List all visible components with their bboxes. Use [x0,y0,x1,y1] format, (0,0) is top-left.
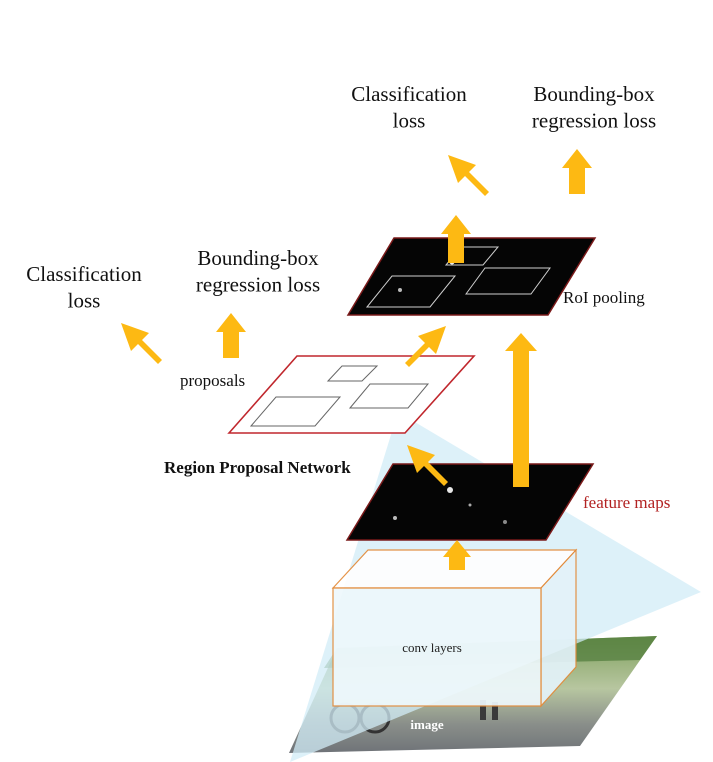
top-bbox-regression-loss-label: Bounding-box regression loss [532,82,656,132]
feature-maps-label: feature maps [583,493,670,512]
left-classification-loss-label: Classification loss [26,262,142,312]
diagonal-arrow-icon [121,323,162,364]
up-arrow-icon [562,149,592,194]
up-arrow-icon [505,333,537,487]
rpn-label: Region Proposal Network [164,458,351,477]
conv-layers-block [331,548,578,708]
proposals-label: proposals [180,371,245,390]
diagonal-arrow-icon [405,326,446,367]
top-classification-loss-label: Classification loss [351,82,467,132]
left-bbox-regression-loss-label: Bounding-box regression loss [196,246,320,296]
conv-layers-label: conv layers [402,640,462,655]
up-arrow-icon [443,540,471,570]
proposals-plane [227,355,476,434]
diagonal-arrow-icon [407,445,448,486]
up-arrow-icon [441,215,471,263]
diagonal-arrow-icon [448,155,489,196]
roi-pooling-label: RoI pooling [563,288,645,307]
up-arrow-icon [216,313,246,358]
roi-pooling-plane [346,237,597,316]
image-label: image [410,717,443,732]
